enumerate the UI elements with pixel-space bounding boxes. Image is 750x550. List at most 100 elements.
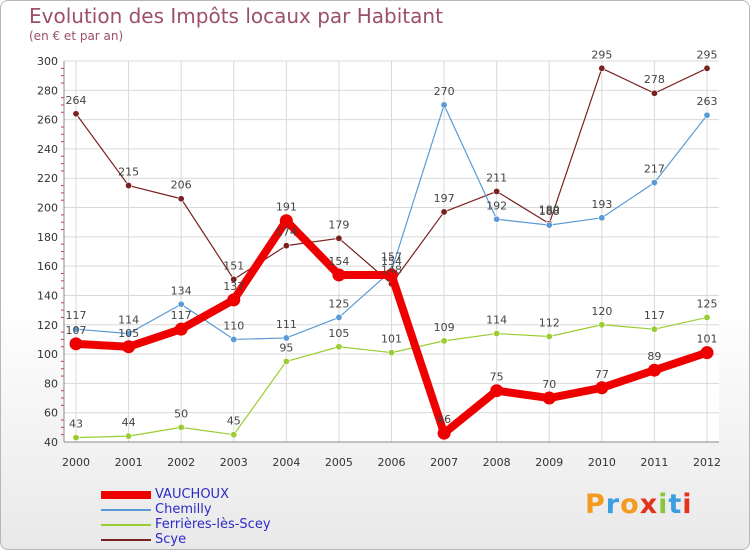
data-point-2 (282, 357, 290, 365)
data-label-3: 206 (171, 179, 192, 192)
y-tick-label: 40 (44, 436, 58, 449)
y-tick-label: 160 (37, 260, 58, 273)
data-label-1: 193 (591, 198, 612, 211)
data-point-0 (332, 268, 346, 282)
series-lines (69, 64, 714, 442)
data-label-0: 154 (328, 255, 349, 268)
data-label-2: 101 (381, 333, 402, 346)
data-label-3: 197 (434, 192, 455, 205)
data-label-1: 125 (328, 297, 349, 310)
data-point-3 (230, 275, 238, 283)
x-tick-label: 2002 (167, 456, 195, 469)
data-point-3 (282, 242, 290, 250)
x-tick-label: 2000 (62, 456, 90, 469)
data-point-3 (177, 195, 185, 203)
data-label-3: 148 (381, 264, 402, 277)
data-label-3: 151 (223, 259, 244, 272)
data-point-3 (493, 187, 501, 195)
data-label-2: 112 (539, 316, 560, 329)
data-point-0 (122, 340, 136, 354)
x-tick-label: 2001 (115, 456, 143, 469)
data-point-0 (595, 381, 609, 395)
data-point-2 (598, 321, 606, 329)
x-tick-label: 2007 (430, 456, 458, 469)
proxiti-logo[interactable]: Proxiti (585, 489, 693, 520)
data-point-2 (650, 325, 658, 333)
data-point-2 (440, 337, 448, 345)
data-point-1 (72, 325, 80, 333)
x-tick-label: 2012 (693, 456, 721, 469)
logo-letter: r (605, 489, 621, 520)
data-label-0: 46 (437, 413, 451, 426)
data-point-0 (437, 426, 451, 440)
data-label-0: 77 (595, 368, 609, 381)
data-point-1 (440, 101, 448, 109)
data-point-1 (493, 215, 501, 223)
data-label-3: 211 (486, 171, 507, 184)
data-point-3 (598, 64, 606, 72)
data-label-1: 157 (381, 251, 402, 264)
logo-letter: x (639, 489, 659, 520)
data-label-3: 295 (697, 48, 718, 61)
chart-title: Evolution des Impôts locaux par Habitant (29, 4, 443, 28)
logo-letter: i (658, 489, 669, 520)
data-point-2 (177, 423, 185, 431)
data-label-0: 191 (276, 201, 297, 214)
data-point-2 (230, 431, 238, 439)
data-point-1 (282, 334, 290, 342)
logo-letter: t (668, 489, 683, 520)
data-label-0: 101 (697, 333, 718, 346)
y-tick-label: 180 (37, 231, 58, 244)
y-tick-label: 300 (37, 55, 58, 68)
data-point-1 (545, 221, 553, 229)
data-point-0 (700, 346, 714, 360)
y-tick-label: 100 (37, 348, 58, 361)
data-label-2: 45 (227, 415, 241, 428)
data-point-2 (335, 343, 343, 351)
data-label-2: 109 (434, 321, 455, 334)
y-tick-label: 140 (37, 289, 58, 302)
data-point-0 (69, 337, 83, 351)
data-label-3: 264 (66, 94, 87, 107)
x-tick-label: 2010 (588, 456, 616, 469)
chart-subtitle: (en € et par an) (29, 29, 124, 43)
data-label-1: 117 (66, 309, 87, 322)
data-point-2 (493, 330, 501, 338)
y-tick-label: 60 (44, 407, 58, 420)
data-label-2: 43 (69, 418, 83, 431)
data-point-2 (387, 349, 395, 357)
data-label-0: 117 (171, 309, 192, 322)
data-point-1 (650, 179, 658, 187)
legend-swatch-ferrieres (101, 524, 151, 526)
data-point-1 (598, 214, 606, 222)
data-point-0 (279, 214, 293, 228)
legend-label-vauchoux: VAUCHOUX (155, 487, 229, 502)
data-label-3: 174 (276, 226, 297, 239)
data-point-1 (230, 335, 238, 343)
data-point-0 (542, 391, 556, 405)
data-label-3: 189 (539, 204, 560, 217)
data-label-2: 95 (279, 341, 293, 354)
legend-swatch-scye (101, 539, 151, 541)
legend-swatch-vauchoux (101, 491, 151, 499)
data-label-1: 114 (118, 314, 139, 327)
data-point-1 (703, 111, 711, 119)
data-point-3 (335, 234, 343, 242)
data-point-1 (177, 300, 185, 308)
data-label-2: 117 (644, 309, 665, 322)
data-label-1: 217 (644, 163, 665, 176)
data-label-0: 89 (647, 350, 661, 363)
x-tick-label: 2005 (325, 456, 353, 469)
data-label-3: 295 (591, 48, 612, 61)
data-label-3: 215 (118, 166, 139, 179)
data-point-2 (125, 432, 133, 440)
y-tick-label: 280 (37, 84, 58, 97)
data-label-1: 188 (539, 205, 560, 218)
data-label-2: 114 (486, 314, 507, 327)
legend-label-chemilly: Chemilly (155, 502, 212, 517)
logo-letter: o (620, 489, 640, 520)
data-point-3 (440, 208, 448, 216)
x-tick-label: 2008 (483, 456, 511, 469)
data-label-0: 154 (381, 255, 402, 268)
